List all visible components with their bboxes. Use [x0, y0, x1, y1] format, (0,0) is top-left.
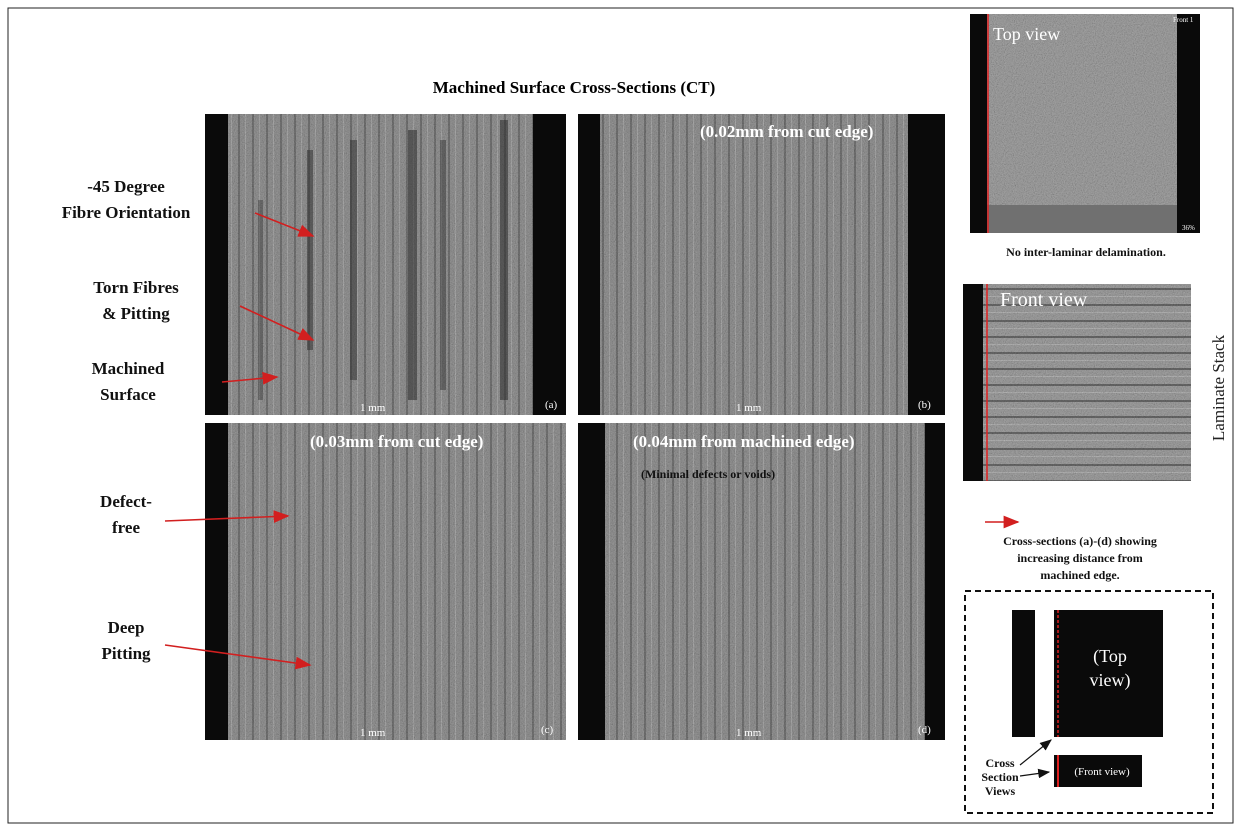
text-line: Pitting: [101, 644, 151, 663]
view-label: Top view: [993, 24, 1060, 44]
panel-d: (0.04mm from machined edge) (Minimal def…: [578, 423, 945, 740]
panel-label: (a): [545, 399, 558, 411]
text-line: (Top: [1093, 646, 1127, 667]
text-line: Views: [985, 784, 1016, 798]
panel-note: (Minimal defects or voids): [641, 467, 775, 481]
text-line: Fibre Orientation: [62, 203, 191, 222]
panel-label: (b): [918, 399, 931, 411]
panel-b: (0.02mm from cut edge) (b) 1 mm: [578, 114, 945, 415]
text-line: Cross-sections (a)-(d) showing: [1003, 534, 1157, 548]
view-tag: Front 1: [1173, 16, 1194, 24]
text-line: Defect-: [100, 492, 152, 511]
text-line: Torn Fibres: [93, 278, 179, 297]
annotation: Defect-free: [100, 492, 152, 537]
caption: No inter-laminar delamination.: [1006, 245, 1166, 259]
text-line: Machined: [92, 359, 165, 378]
side-label: Laminate Stack: [1209, 334, 1228, 441]
front-view: Front view: [963, 284, 1191, 481]
scale-label: 1 mm: [736, 402, 762, 414]
panel-c: (0.03mm from cut edge) (c) 1 mm: [205, 423, 566, 740]
annotation: Machined Surface: [92, 359, 165, 404]
panel-caption: (0.02mm from cut edge): [700, 122, 873, 141]
legend-text: Cross-sections (a)-(d) showing increasing…: [1003, 534, 1157, 582]
schematic-label: (Front view): [1074, 766, 1130, 778]
panel-label: (c): [541, 724, 554, 736]
annotation: Deep Pitting: [101, 618, 151, 663]
text-line: view): [1090, 670, 1131, 691]
panel-label: (d): [918, 724, 931, 736]
panel-caption: (0.03mm from cut edge): [310, 432, 483, 451]
annotation: Torn Fibres & Pitting: [93, 278, 179, 323]
scale-label: 1 mm: [360, 402, 386, 414]
text-line: machined edge.: [1040, 568, 1119, 582]
text-line: Cross: [985, 756, 1014, 770]
title: Machined Surface Cross-Sections (CT): [433, 78, 716, 97]
text-line: & Pitting: [102, 304, 170, 323]
text-line: increasing distance from: [1017, 551, 1143, 565]
scale-label: 1 mm: [736, 727, 762, 739]
text-line: -45 Degree: [87, 177, 165, 196]
panel-caption: (0.04mm from machined edge): [633, 432, 855, 451]
text-line: Surface: [100, 385, 156, 404]
text-line: free: [112, 518, 140, 537]
text-line: Section: [981, 770, 1019, 784]
scale-label: 1 mm: [360, 727, 386, 739]
figure: Machined Surface Cross-Sections (CT) (a)…: [0, 0, 1241, 831]
zoom-label: 36%: [1182, 224, 1195, 232]
view-label: Front view: [1000, 289, 1088, 311]
panel-a: (a) 1 mm: [205, 114, 566, 415]
top-view: Top view Front 1 36%: [970, 14, 1200, 233]
text-line: Deep: [108, 618, 145, 637]
annotation: -45 Degree Fibre Orientation: [62, 177, 191, 222]
